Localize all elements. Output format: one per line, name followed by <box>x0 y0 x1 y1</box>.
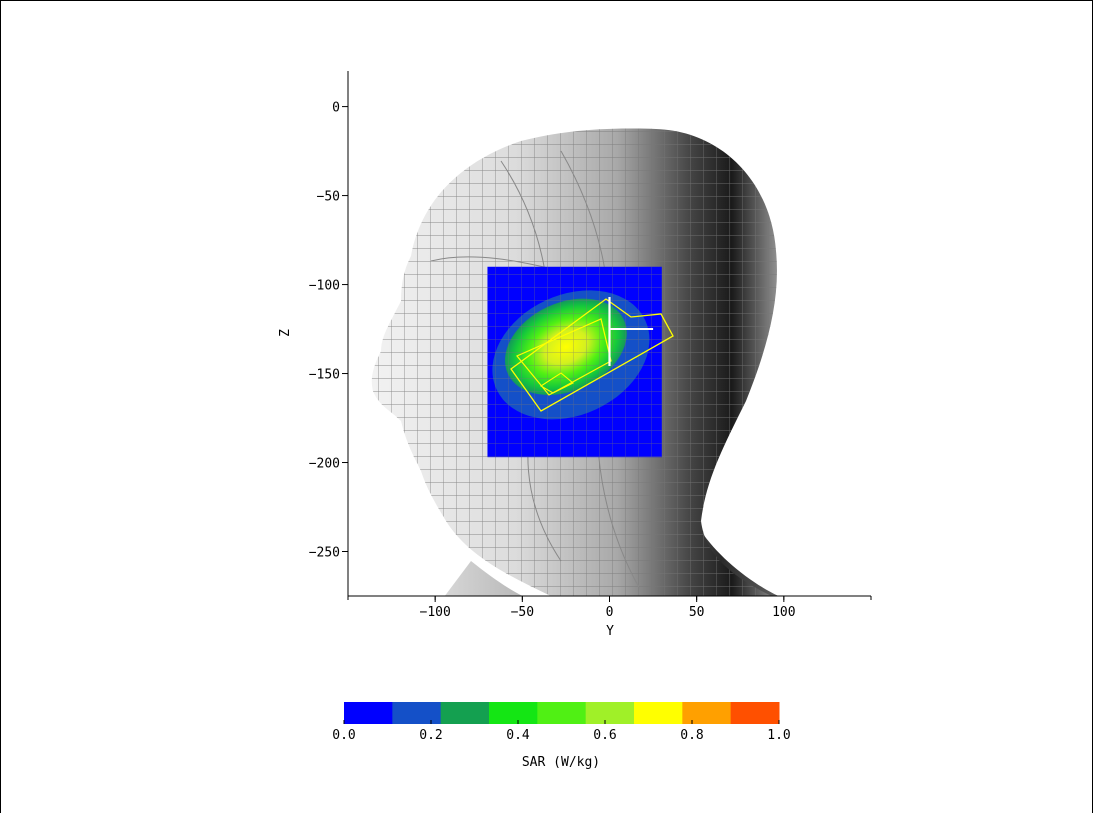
y-tick-label: −50 <box>317 190 340 205</box>
colorbar-segment <box>392 702 442 724</box>
phone-feature-outline <box>539 372 574 394</box>
x-axis-title: Y <box>606 624 614 639</box>
y-tick-label: −250 <box>309 546 340 561</box>
colorbar-tick-label: 0.6 <box>593 728 616 743</box>
y-axis-title: Z <box>278 329 293 337</box>
phone-display-outline <box>516 318 612 396</box>
phone-outline <box>510 298 674 412</box>
colorbar-tick-label: 0.0 <box>332 728 355 743</box>
axes: −100 −50 0 50 100 0 −50 −100 −150 −200 −250 <box>309 71 872 620</box>
colorbar-segment <box>585 702 635 724</box>
colorbar-segment <box>489 702 538 724</box>
colorbar-label: SAR (W/kg) <box>522 755 600 770</box>
scan-mesh <box>487 266 662 458</box>
colorbar-segment <box>634 702 683 724</box>
colorbar-segment <box>730 702 780 724</box>
x-tick-label: −100 <box>420 605 451 620</box>
phone-body-outline <box>510 298 674 412</box>
colorbar-segment <box>537 702 587 724</box>
colorbar: 0.0 0.2 0.4 0.6 0.8 1.0 <box>332 702 791 743</box>
sar-field <box>487 266 674 458</box>
x-tick-label: 0 <box>606 605 614 620</box>
y-tick-label: −150 <box>309 368 340 383</box>
colorbar-tick-label: 1.0 <box>767 728 790 743</box>
x-tick-label: 50 <box>689 605 705 620</box>
y-tick-label: −100 <box>309 279 340 294</box>
colorbar-segment <box>682 702 732 724</box>
colorbar-tick-label: 0.4 <box>506 728 530 743</box>
colorbar-tick-label: 0.2 <box>419 728 442 743</box>
colorbar-segment <box>344 702 393 724</box>
x-tick-label: −50 <box>511 605 534 620</box>
colorbar-tick-label: 0.8 <box>680 728 703 743</box>
y-tick-label: −200 <box>309 457 340 472</box>
y-tick-label: 0 <box>332 101 340 116</box>
x-tick-label: 100 <box>772 605 795 620</box>
colorbar-segment <box>440 702 490 724</box>
